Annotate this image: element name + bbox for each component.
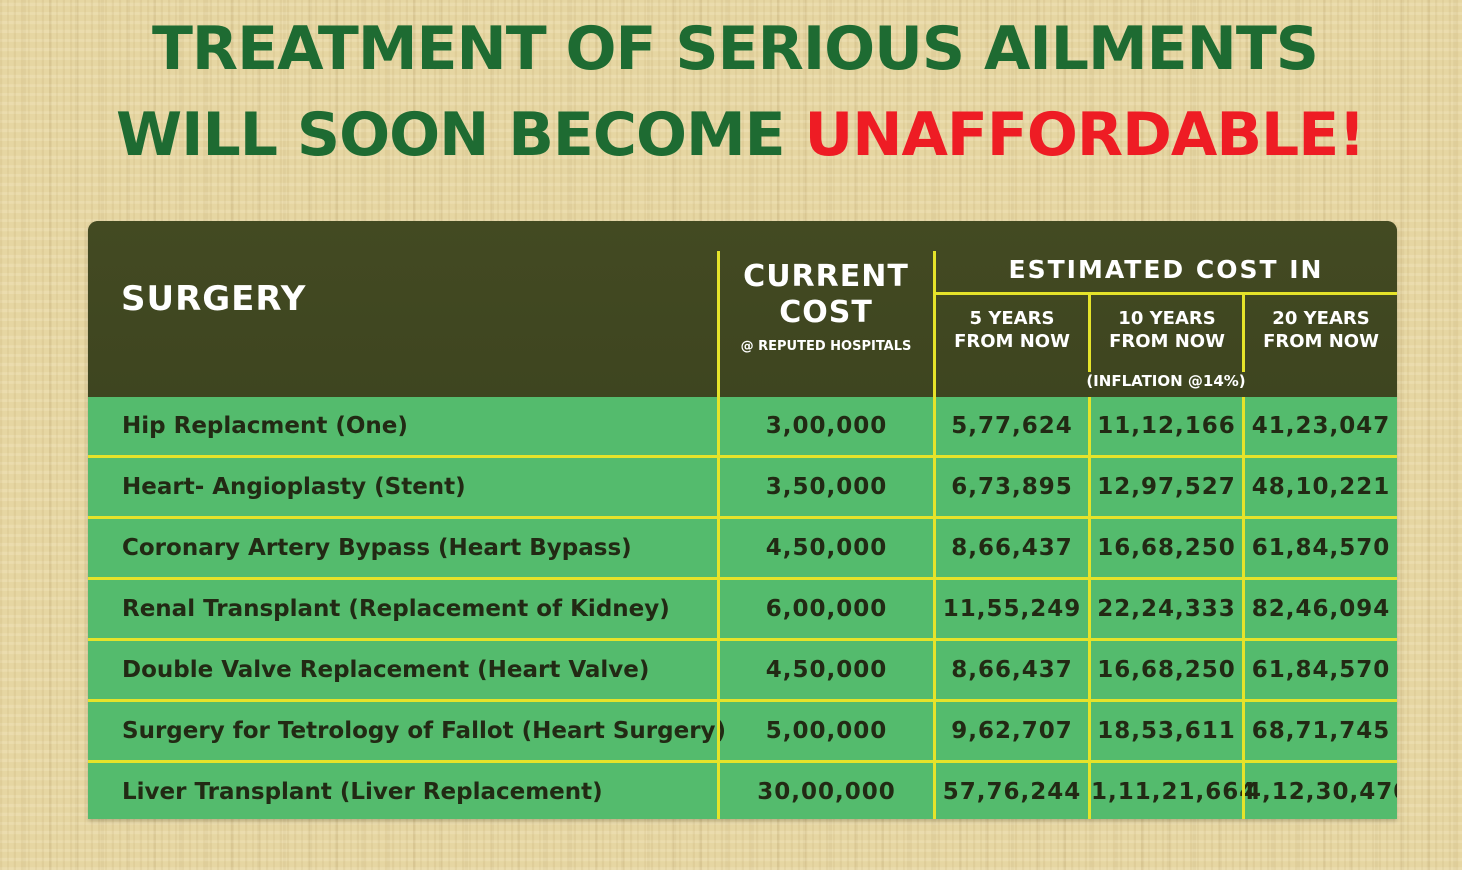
divider-estimated	[933, 251, 936, 819]
cost-y10: 1,11,21,664	[1091, 779, 1257, 805]
cost-y10: 18,53,611	[1097, 718, 1236, 744]
header-surgery: SURGERY	[121, 279, 307, 319]
header-20-years-line2: FROM NOW	[1263, 331, 1379, 352]
divider-20y-header	[1242, 292, 1245, 372]
cost-current: 6,00,000	[765, 596, 888, 622]
header-10-years-line1: 10 YEARS	[1118, 308, 1216, 329]
cost-y20: 61,84,570	[1251, 535, 1391, 561]
divider-estimated-subheader	[933, 292, 1397, 295]
header-20-years-line1: 20 YEARS	[1272, 308, 1370, 329]
surgery-name: Heart- Angioplasty (Stent)	[122, 474, 466, 500]
surgery-name: Coronary Artery Bypass (Heart Bypass)	[122, 535, 632, 561]
header-20-years: 20 YEARS FROM NOW	[1244, 307, 1397, 353]
cost-y20: 82,46,094	[1251, 596, 1391, 622]
cost-y20: 41,23,047	[1251, 413, 1391, 439]
divider-10y	[1088, 397, 1091, 819]
header-current-line1: CURRENT	[743, 259, 909, 294]
cost-y10: 16,68,250	[1097, 535, 1236, 561]
table-row: Hip Replacment (One) 3,00,000 5,77,624 11,1…	[88, 397, 1397, 458]
cost-y10: 11,12,166	[1097, 413, 1236, 439]
cost-y5: 11,55,249	[942, 596, 1082, 622]
table-row: Heart- Angioplasty (Stent) 3,50,000 6,73,8…	[88, 458, 1397, 519]
header-current-subtitle: @ REPUTED HOSPITALS	[740, 339, 912, 354]
table-row: Coronary Artery Bypass (Heart Bypass) 4,5…	[88, 519, 1397, 580]
cost-current: 5,00,000	[765, 718, 888, 744]
surgery-name: Renal Transplant (Replacement of Kidney)	[122, 596, 670, 622]
title-highlight: UNAFFORDABLE!	[804, 100, 1366, 170]
cost-y5: 8,66,437	[951, 657, 1073, 683]
header-10-years-line2: FROM NOW	[1109, 331, 1225, 352]
surgery-name: Surgery for Tetrology of Fallot (Heart S…	[122, 718, 727, 744]
table-row: Renal Transplant (Replacement of Kidney)…	[88, 580, 1397, 641]
cost-y10: 22,24,333	[1097, 596, 1236, 622]
cost-current: 30,00,000	[757, 779, 896, 805]
header-5-years-line2: FROM NOW	[954, 331, 1070, 352]
cost-y20: 61,84,570	[1251, 657, 1391, 683]
header-5-years: 5 YEARS FROM NOW	[935, 307, 1089, 353]
header-current-cost: CURRENT COST	[718, 259, 934, 331]
cost-y10: 16,68,250	[1097, 657, 1236, 683]
table-row: Surgery for Tetrology of Fallot (Heart S…	[88, 702, 1397, 763]
header-inflation-note: (INFLATION @14%)	[1086, 372, 1246, 390]
header-current-line2: COST	[779, 295, 873, 330]
surgery-name: Hip Replacment (One)	[122, 413, 408, 439]
table-row: Liver Transplant (Liver Replacement) 30,0…	[88, 763, 1397, 819]
table-row: Double Valve Replacement (Heart Valve) 4,…	[88, 641, 1397, 702]
header-estimated-cost: ESTIMATED COST IN	[1008, 255, 1324, 284]
cost-y20: 48,10,221	[1251, 474, 1391, 500]
cost-current: 3,00,000	[765, 413, 888, 439]
cost-y5: 5,77,624	[951, 413, 1073, 439]
title-prefix: WILL SOON BECOME	[116, 100, 805, 170]
cost-current: 4,50,000	[765, 535, 888, 561]
cost-y5: 8,66,437	[951, 535, 1073, 561]
cost-y10: 12,97,527	[1097, 474, 1236, 500]
cost-y20: 68,71,745	[1251, 718, 1391, 744]
cost-y5: 57,76,244	[942, 779, 1082, 805]
surgery-name: Liver Transplant (Liver Replacement)	[122, 779, 603, 805]
surgery-name: Double Valve Replacement (Heart Valve)	[122, 657, 650, 683]
cost-current: 4,50,000	[765, 657, 888, 683]
divider-current	[717, 251, 720, 819]
page-title-line-2: WILL SOON BECOME UNAFFORDABLE!	[0, 100, 1462, 170]
table-header: SURGERY CURRENT COST @ REPUTED HOSPITALS…	[88, 221, 1397, 397]
header-5-years-line1: 5 YEARS	[969, 308, 1055, 329]
cost-table: SURGERY CURRENT COST @ REPUTED HOSPITALS…	[88, 221, 1397, 819]
page-title-line-1: TREATMENT OF SERIOUS AILMENTS	[152, 14, 1319, 84]
cost-y5: 6,73,895	[951, 474, 1073, 500]
cost-current: 3,50,000	[765, 474, 888, 500]
cost-y20: 4,12,30,470	[1245, 779, 1397, 805]
divider-20y	[1242, 397, 1245, 819]
cost-y5: 9,62,707	[951, 718, 1073, 744]
divider-10y-header	[1088, 292, 1091, 372]
header-10-years: 10 YEARS FROM NOW	[1090, 307, 1244, 353]
